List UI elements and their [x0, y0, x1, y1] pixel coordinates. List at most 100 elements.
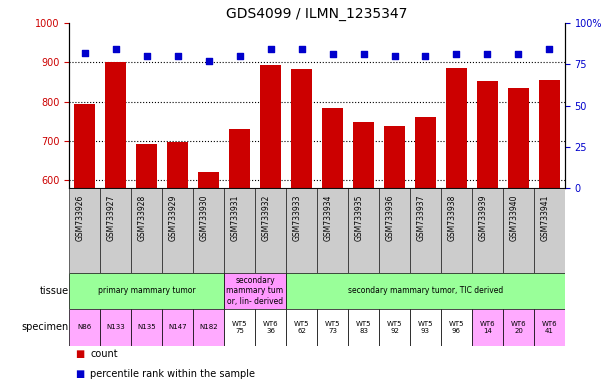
Point — [514, 51, 523, 58]
Bar — [136, 144, 157, 188]
Bar — [69, 273, 224, 309]
Bar — [74, 104, 96, 188]
Text: percentile rank within the sample: percentile rank within the sample — [90, 369, 255, 379]
Bar — [472, 188, 503, 273]
Bar — [534, 309, 565, 346]
Bar — [508, 88, 529, 188]
Text: GSM733930: GSM733930 — [200, 195, 209, 242]
Point — [421, 53, 430, 59]
Bar — [286, 188, 317, 273]
Bar — [441, 188, 472, 273]
Bar — [379, 188, 410, 273]
Bar — [534, 188, 565, 273]
Bar — [100, 188, 131, 273]
Text: WT6
14: WT6 14 — [480, 321, 495, 334]
Text: primary mammary tumor: primary mammary tumor — [98, 286, 195, 295]
Point — [204, 58, 213, 64]
Point — [389, 53, 399, 59]
Text: GSM733940: GSM733940 — [510, 195, 519, 242]
Title: GDS4099 / ILMN_1235347: GDS4099 / ILMN_1235347 — [227, 7, 407, 21]
Text: GSM733939: GSM733939 — [478, 195, 487, 242]
Point — [235, 53, 245, 59]
Text: GSM733933: GSM733933 — [293, 195, 302, 242]
Text: GSM733938: GSM733938 — [448, 195, 457, 241]
Text: N182: N182 — [200, 324, 218, 330]
Bar — [162, 188, 193, 273]
Point — [328, 51, 337, 58]
Bar — [193, 188, 224, 273]
Text: GSM733937: GSM733937 — [416, 195, 426, 242]
Point — [266, 46, 275, 53]
Bar — [260, 65, 281, 188]
Bar — [193, 309, 224, 346]
Text: count: count — [90, 349, 118, 359]
Bar — [410, 188, 441, 273]
Bar — [69, 309, 100, 346]
Text: GSM733929: GSM733929 — [168, 195, 177, 241]
Text: WT6
41: WT6 41 — [542, 321, 557, 334]
Point — [80, 50, 90, 56]
Bar — [224, 273, 286, 309]
Bar — [472, 309, 503, 346]
Bar — [166, 142, 189, 188]
Bar — [441, 309, 472, 346]
Text: ■: ■ — [75, 349, 84, 359]
Text: WT5
62: WT5 62 — [294, 321, 310, 334]
Bar — [198, 172, 219, 188]
Bar — [322, 108, 343, 188]
Text: GSM733934: GSM733934 — [323, 195, 332, 242]
Bar — [131, 309, 162, 346]
Bar — [348, 309, 379, 346]
Text: WT5
92: WT5 92 — [387, 321, 402, 334]
Text: GSM733931: GSM733931 — [231, 195, 240, 241]
Text: WT5
75: WT5 75 — [232, 321, 247, 334]
Point — [545, 46, 554, 53]
Text: GSM733935: GSM733935 — [355, 195, 364, 242]
Text: N135: N135 — [137, 324, 156, 330]
Bar — [229, 129, 251, 188]
Bar — [348, 188, 379, 273]
Point — [142, 53, 151, 59]
Text: GSM733926: GSM733926 — [76, 195, 85, 241]
Point — [297, 46, 307, 53]
Bar — [353, 122, 374, 188]
Bar — [503, 309, 534, 346]
Text: WT6
36: WT6 36 — [263, 321, 278, 334]
Bar — [255, 309, 286, 346]
Bar — [410, 309, 441, 346]
Text: GSM733928: GSM733928 — [138, 195, 147, 241]
Text: WT5
83: WT5 83 — [356, 321, 371, 334]
Text: GSM733941: GSM733941 — [540, 195, 549, 241]
Bar — [317, 188, 348, 273]
Bar — [69, 188, 100, 273]
Bar — [224, 309, 255, 346]
Text: tissue: tissue — [40, 286, 69, 296]
Bar — [379, 309, 410, 346]
Text: N147: N147 — [168, 324, 187, 330]
Bar — [286, 273, 565, 309]
Text: secondary mammary tumor, TIC derived: secondary mammary tumor, TIC derived — [348, 286, 503, 295]
Bar — [503, 188, 534, 273]
Text: WT5
73: WT5 73 — [325, 321, 340, 334]
Bar — [291, 70, 313, 188]
Bar — [100, 309, 131, 346]
Bar — [477, 81, 498, 188]
Text: GSM733932: GSM733932 — [261, 195, 270, 241]
Text: specimen: specimen — [21, 322, 69, 333]
Bar — [286, 309, 317, 346]
Bar — [224, 188, 255, 273]
Bar — [162, 309, 193, 346]
Bar — [105, 62, 126, 188]
Text: N133: N133 — [106, 324, 125, 330]
Text: N86: N86 — [78, 324, 92, 330]
Text: WT6
20: WT6 20 — [511, 321, 526, 334]
Text: GSM733927: GSM733927 — [106, 195, 115, 241]
Point — [359, 51, 368, 58]
Point — [172, 53, 182, 59]
Bar — [445, 68, 468, 188]
Bar — [255, 188, 286, 273]
Bar — [131, 188, 162, 273]
Bar — [538, 79, 560, 188]
Bar — [317, 309, 348, 346]
Point — [111, 46, 120, 53]
